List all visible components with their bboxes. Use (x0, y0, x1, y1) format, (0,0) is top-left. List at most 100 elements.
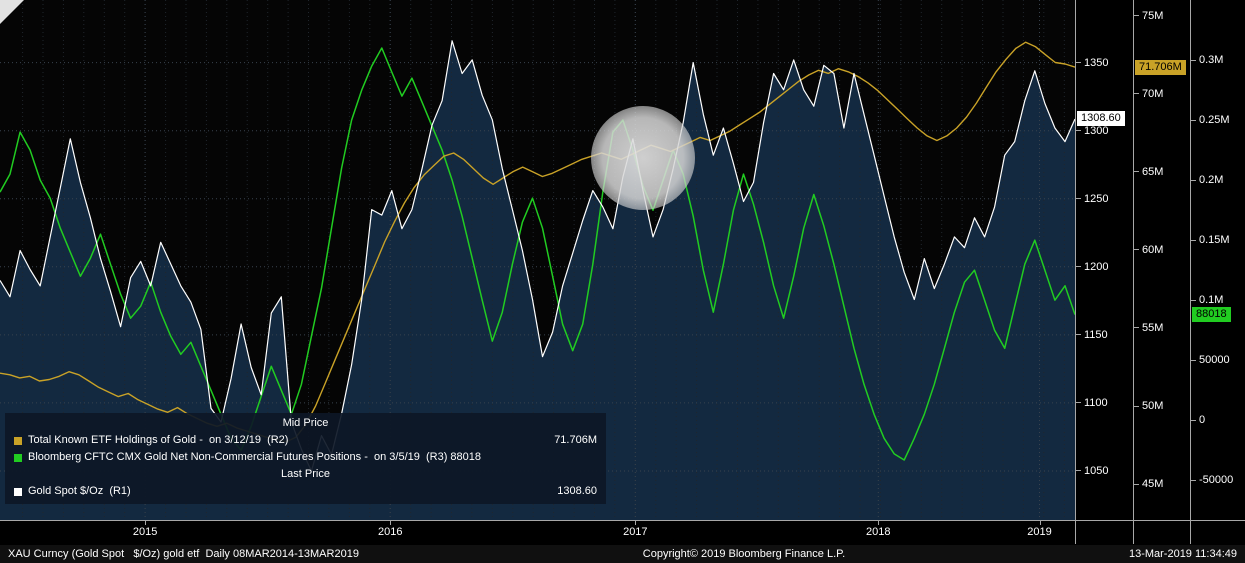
tick-dash (1191, 359, 1196, 361)
tick-dash (1076, 130, 1081, 132)
cftc-futures-axis: 0.3M 0.25M 0.2M 0.15M 0.1M 50000 0 -50000 88018 (1190, 0, 1245, 544)
axis-tick: 50000 (1191, 354, 1230, 366)
tick-dash (1191, 479, 1196, 481)
legend-row-etf-holdings[interactable]: Total Known ETF Holdings of Gold - on 3/… (14, 432, 597, 449)
price-last-value-marker: 1308.60 (1077, 111, 1125, 127)
corner-fold-icon (0, 0, 24, 24)
etf-holdings-axis: 75M 70M 65M 60M 55M 50M 45M 71.706M (1133, 0, 1190, 544)
year-label: 2019 (1027, 526, 1052, 538)
tick-dash (1076, 266, 1081, 268)
cftc-futures-line (0, 47, 1075, 461)
axis-tick: 1350 (1076, 57, 1108, 69)
tick-label: 1250 (1084, 192, 1109, 205)
legend-row-cftc-futures[interactable]: Bloomberg CFTC CMX Gold Net Non-Commerci… (14, 449, 597, 466)
gold-series-swatch-icon (14, 487, 22, 496)
axis-tick: 1150 (1076, 329, 1108, 341)
axis-tick: 1200 (1076, 261, 1108, 273)
etf-holdings-line (0, 41, 1075, 443)
etf-series-swatch-icon (14, 436, 22, 445)
tick-label: -50000 (1199, 474, 1234, 487)
year-tick-mark (878, 521, 880, 525)
axis-tick: 70M (1134, 88, 1163, 100)
year-tick-mark (1039, 521, 1041, 525)
axis-tick: 1250 (1076, 193, 1108, 205)
legend-last-price-header: Last Price (281, 468, 330, 480)
tick-dash (1134, 483, 1139, 485)
tick-label: 1300 (1084, 124, 1109, 137)
tick-dash (1191, 59, 1196, 61)
legend-value-etf: 71.706M (554, 434, 597, 446)
year-label: 2018 (866, 526, 891, 538)
axis-tick: 0.25M (1191, 114, 1230, 126)
axis-tick: 50M (1134, 400, 1163, 412)
tick-label: 0 (1199, 414, 1206, 427)
tick-label: 0.2M (1199, 174, 1224, 187)
tick-dash (1076, 402, 1081, 404)
legend-mid-price-header: Mid Price (282, 417, 329, 429)
tick-dash (1134, 249, 1139, 251)
price-axis: 1350 1300 1250 1200 1150 1100 1050 1308.60 (1075, 0, 1133, 544)
tick-label: 60M (1142, 243, 1164, 256)
axis-tick: 0.1M (1191, 294, 1223, 306)
axis-tick: 0.3M (1191, 54, 1223, 66)
chart-legend: Mid Price Total Known ETF Holdings of Go… (5, 413, 606, 504)
tick-dash (1134, 327, 1139, 329)
status-copyright: Copyright© 2019 Bloomberg Finance L.P. (642, 548, 846, 560)
tick-label: 50M (1142, 400, 1164, 412)
axis-tick: -50000 (1191, 474, 1233, 486)
status-bar: XAU Curncy (Gold Spot $/Oz) gold etf Dai… (0, 545, 1245, 563)
legend-label-etf: Total Known ETF Holdings of Gold - on 3/… (28, 434, 289, 446)
tick-dash (1191, 119, 1196, 121)
status-security-info: XAU Curncy (Gold Spot $/Oz) gold etf Dai… (8, 548, 359, 560)
legend-value-gold: 1308.60 (557, 485, 597, 497)
axis-tick: 60M (1134, 244, 1163, 256)
axis-tick: 75M (1134, 10, 1163, 22)
legend-row-gold-spot[interactable]: Gold Spot $/Oz (R1) 1308.60 (14, 483, 597, 500)
tick-dash (1134, 405, 1139, 407)
tick-dash (1134, 171, 1139, 173)
tick-label: 75M (1142, 9, 1164, 22)
tick-label: 55M (1142, 321, 1164, 334)
year-tick-mark (145, 521, 147, 525)
axis-tick: 0.15M (1191, 234, 1230, 246)
tick-label: 0.3M (1199, 54, 1224, 67)
highlight-circle-annotation (590, 106, 695, 210)
tick-label: 0.15M (1199, 234, 1230, 247)
tick-dash (1191, 299, 1196, 301)
tick-dash (1076, 198, 1081, 200)
gold-spot-line (0, 40, 1075, 472)
tick-label: 45M (1142, 478, 1164, 491)
tick-dash (1076, 334, 1081, 336)
tick-label: 0.1M (1199, 294, 1224, 307)
price-chart-canvas[interactable] (0, 0, 1075, 520)
tick-dash (1191, 239, 1196, 241)
etf_holdings-last-value-marker: 71.706M (1135, 59, 1186, 75)
axis-tick: 0 (1191, 414, 1205, 426)
tick-label: 1050 (1084, 464, 1109, 477)
axis-tick: 1100 (1076, 397, 1108, 409)
tick-label: 50000 (1199, 354, 1230, 367)
legend-label-cftc: Bloomberg CFTC CMX Gold Net Non-Commerci… (28, 451, 482, 463)
year-label: 2016 (377, 526, 403, 538)
tick-dash (1191, 179, 1196, 181)
tick-dash (1134, 93, 1139, 95)
tick-label: 1200 (1084, 260, 1109, 273)
legend-label-gold: Gold Spot $/Oz (R1) (28, 485, 131, 497)
tick-dash (1076, 62, 1081, 64)
year-tick-mark (635, 521, 637, 525)
tick-label: 70M (1142, 87, 1164, 100)
axis-tick: 55M (1134, 322, 1163, 334)
chart-plot-area[interactable]: Mid Price Total Known ETF Holdings of Go… (0, 0, 1075, 520)
axis-tick: 1050 (1076, 465, 1108, 477)
time-axis: 2015 2016 2017 2018 2019 (0, 520, 1245, 545)
axis-tick: 65M (1134, 166, 1163, 178)
cftc-series-swatch-icon (14, 453, 22, 462)
tick-label: 0.25M (1199, 114, 1230, 127)
status-datetime: 13-Mar-2019 11:34:49 (1128, 548, 1237, 560)
cftc_net-last-value-marker: 88018 (1192, 307, 1231, 323)
tick-label: 1100 (1084, 396, 1108, 409)
tick-label: 65M (1142, 165, 1164, 178)
gold-area-fill (0, 40, 1075, 520)
tick-dash (1134, 15, 1139, 17)
tick-label: 1150 (1084, 328, 1108, 341)
